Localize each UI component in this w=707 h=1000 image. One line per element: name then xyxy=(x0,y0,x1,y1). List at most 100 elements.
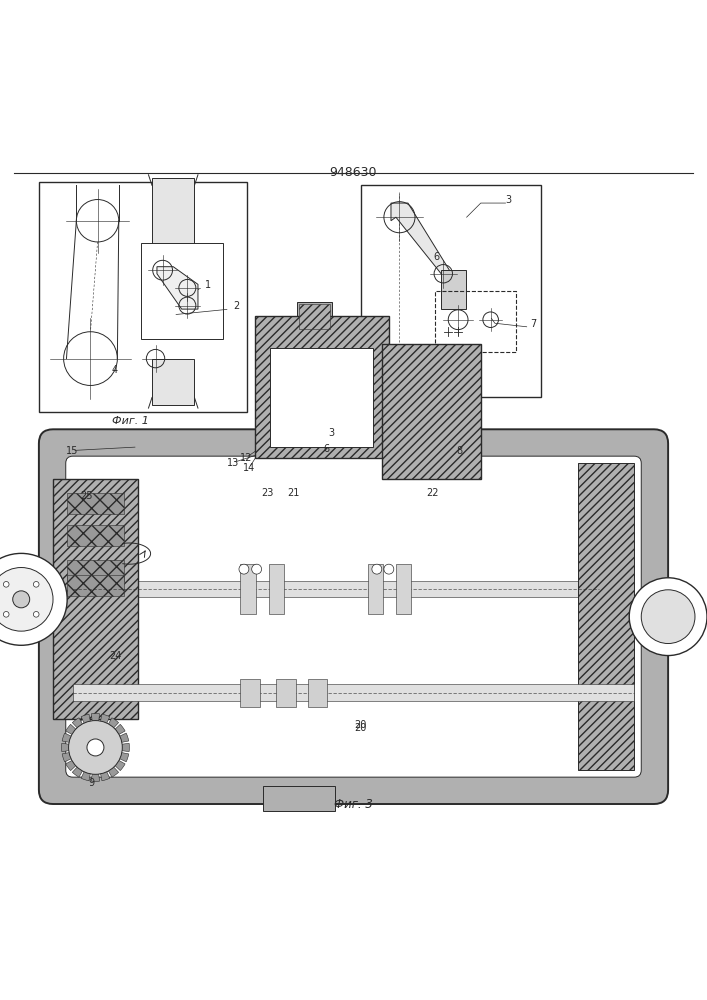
Circle shape xyxy=(239,564,249,574)
Text: 20: 20 xyxy=(354,720,367,730)
Text: 12: 12 xyxy=(240,453,252,463)
Text: 20: 20 xyxy=(354,723,367,733)
Bar xyxy=(270,566,283,612)
Bar xyxy=(73,581,599,597)
Wedge shape xyxy=(95,743,129,752)
Bar xyxy=(297,302,332,330)
Bar xyxy=(66,492,125,706)
Wedge shape xyxy=(95,747,119,777)
Bar xyxy=(320,376,331,422)
Circle shape xyxy=(33,612,39,617)
Text: 13: 13 xyxy=(227,458,240,468)
Circle shape xyxy=(0,553,67,645)
Bar xyxy=(255,316,389,458)
Text: 6: 6 xyxy=(324,444,329,454)
Text: 948630: 948630 xyxy=(329,166,378,179)
Wedge shape xyxy=(95,747,125,771)
Bar xyxy=(382,344,481,479)
Wedge shape xyxy=(66,747,95,771)
Text: 6: 6 xyxy=(433,252,440,262)
Text: Фиг. 1: Фиг. 1 xyxy=(112,416,149,426)
Bar xyxy=(39,182,247,412)
Wedge shape xyxy=(66,724,95,747)
Text: 9: 9 xyxy=(444,344,450,354)
Bar xyxy=(67,575,124,596)
Text: 3: 3 xyxy=(328,428,334,438)
FancyBboxPatch shape xyxy=(39,429,668,804)
Bar xyxy=(361,185,541,397)
Text: 5: 5 xyxy=(173,273,178,283)
Wedge shape xyxy=(62,743,95,752)
Wedge shape xyxy=(95,733,129,747)
Bar xyxy=(336,376,347,422)
Wedge shape xyxy=(91,747,100,781)
Bar xyxy=(286,376,298,422)
Bar xyxy=(369,566,382,612)
Bar xyxy=(263,786,335,811)
Circle shape xyxy=(629,578,707,656)
Text: 1: 1 xyxy=(205,280,211,290)
Bar xyxy=(67,525,124,546)
Text: 25: 25 xyxy=(80,491,93,501)
Wedge shape xyxy=(95,747,110,781)
Bar xyxy=(242,566,255,612)
Bar xyxy=(302,376,313,422)
Bar xyxy=(67,560,124,581)
Wedge shape xyxy=(91,714,100,747)
Bar xyxy=(396,359,467,465)
Bar xyxy=(441,270,466,309)
Bar xyxy=(276,679,296,707)
Circle shape xyxy=(33,582,39,587)
Polygon shape xyxy=(391,203,452,281)
Circle shape xyxy=(0,568,53,631)
Wedge shape xyxy=(95,718,119,747)
Bar xyxy=(270,348,373,447)
Text: 7: 7 xyxy=(530,319,537,329)
Bar xyxy=(271,376,282,422)
Circle shape xyxy=(13,591,30,608)
Wedge shape xyxy=(72,718,95,747)
Wedge shape xyxy=(62,747,95,762)
Bar xyxy=(141,243,223,339)
Text: 8: 8 xyxy=(457,446,462,456)
Bar xyxy=(269,564,284,614)
FancyBboxPatch shape xyxy=(66,456,641,777)
Circle shape xyxy=(4,612,9,617)
Text: 4: 4 xyxy=(112,365,117,375)
Wedge shape xyxy=(95,714,110,747)
Text: 22: 22 xyxy=(426,488,439,498)
Text: 2: 2 xyxy=(233,301,240,311)
Text: Фиг. 2: Фиг. 2 xyxy=(434,402,471,412)
Bar xyxy=(578,463,634,770)
Text: 9: 9 xyxy=(89,778,95,788)
Text: 3: 3 xyxy=(506,195,512,205)
Bar xyxy=(152,178,194,267)
Circle shape xyxy=(87,739,104,756)
Bar xyxy=(301,328,325,348)
Wedge shape xyxy=(81,714,95,747)
Circle shape xyxy=(252,564,262,574)
Circle shape xyxy=(641,590,695,644)
Circle shape xyxy=(384,564,394,574)
Wedge shape xyxy=(81,747,95,781)
Bar xyxy=(152,359,194,405)
Bar xyxy=(308,679,327,707)
Bar xyxy=(586,472,626,762)
Bar xyxy=(299,304,330,329)
Text: 23: 23 xyxy=(261,488,274,498)
Bar xyxy=(397,566,410,612)
Text: 15: 15 xyxy=(66,446,78,456)
Bar xyxy=(240,564,256,614)
Circle shape xyxy=(69,721,122,774)
Text: Фиг. 3: Фиг. 3 xyxy=(334,798,373,811)
Bar xyxy=(396,564,411,614)
Text: 21: 21 xyxy=(287,488,300,498)
Text: 24: 24 xyxy=(109,651,122,661)
Wedge shape xyxy=(62,733,95,747)
Bar xyxy=(73,684,634,701)
Wedge shape xyxy=(72,747,95,777)
Wedge shape xyxy=(95,747,129,762)
Text: 14: 14 xyxy=(243,463,255,473)
Bar xyxy=(67,493,124,514)
Wedge shape xyxy=(95,724,125,747)
